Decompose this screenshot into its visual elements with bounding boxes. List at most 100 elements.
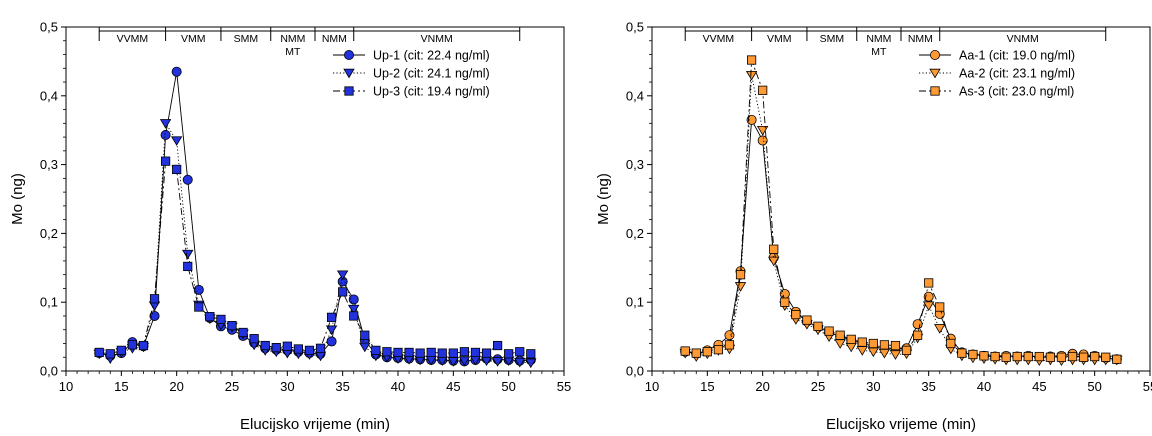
- region-label: SMM: [820, 33, 845, 45]
- data-point: [371, 345, 381, 355]
- data-point: [957, 348, 967, 358]
- data-point: [336, 270, 349, 281]
- data-point: [734, 282, 747, 292]
- x-tick-label: 55: [557, 379, 571, 394]
- x-tick-label: 45: [1032, 379, 1046, 394]
- region-label: NMM: [866, 33, 891, 45]
- y-tick-label: 0,2: [40, 226, 58, 241]
- data-point: [437, 348, 447, 358]
- data-point: [105, 349, 115, 359]
- data-point: [293, 344, 304, 354]
- data-point: [747, 55, 757, 65]
- x-tick-label: 35: [335, 379, 349, 394]
- data-point: [724, 330, 735, 341]
- data-point: [260, 340, 270, 351]
- data-point: [359, 342, 371, 353]
- data-point: [182, 174, 193, 185]
- x-tick-label: 20: [169, 379, 183, 394]
- data-point: [813, 321, 823, 331]
- data-point: [1067, 351, 1078, 362]
- legend-marker: [929, 68, 941, 79]
- data-point: [525, 358, 537, 369]
- series-3: [94, 156, 536, 359]
- legend-entry: As-3 (cit: 23.0 ng/ml): [959, 85, 1074, 99]
- data-point: [757, 135, 768, 146]
- region-label: VNMM: [1007, 33, 1039, 45]
- y-axis-title: Mo (ng): [9, 173, 26, 225]
- series-2: [93, 119, 537, 369]
- y-axis-title: Mo (ng): [595, 173, 612, 225]
- region-label: SMM: [234, 33, 259, 45]
- data-point: [856, 346, 868, 356]
- data-point: [415, 348, 425, 358]
- data-point: [349, 311, 359, 321]
- region-label: VVMM: [703, 33, 735, 45]
- data-point: [890, 340, 901, 351]
- region-sublabel: MT: [285, 46, 301, 58]
- data-point: [470, 347, 481, 358]
- data-point: [160, 130, 171, 141]
- y-tick-label: 0,5: [626, 20, 644, 35]
- data-point: [779, 288, 790, 299]
- data-point: [935, 302, 945, 312]
- data-point: [769, 244, 779, 254]
- data-point: [515, 347, 525, 357]
- region-label: NMM: [280, 33, 305, 45]
- data-point: [348, 304, 360, 315]
- y-tick-label: 0,3: [626, 157, 644, 172]
- data-point: [205, 312, 215, 322]
- legend-marker: [343, 50, 354, 61]
- data-point: [768, 256, 780, 267]
- data-point: [802, 315, 812, 325]
- y-tick-label: 0,4: [40, 88, 58, 103]
- region-label: VMM: [181, 33, 206, 45]
- x-axis-title: Elucijsko vrijeme (min): [826, 416, 976, 433]
- data-point: [170, 136, 183, 146]
- data-point: [691, 348, 701, 358]
- region-label: VNMM: [421, 33, 453, 45]
- series-3: [680, 55, 1122, 364]
- series-line: [99, 71, 531, 362]
- y-tick-label: 0,1: [626, 295, 644, 310]
- data-point: [227, 320, 237, 331]
- data-point: [735, 270, 746, 280]
- data-point: [824, 326, 834, 336]
- series-line: [99, 121, 531, 364]
- x-tick-label: 15: [114, 379, 128, 394]
- region-label: NMM: [322, 33, 347, 45]
- x-tick-label: 30: [280, 379, 294, 394]
- x-tick-label: 25: [811, 379, 825, 394]
- x-tick-label: 10: [645, 379, 659, 394]
- data-point: [282, 341, 292, 351]
- data-point: [745, 70, 758, 81]
- data-point: [1001, 352, 1011, 362]
- data-point: [138, 340, 149, 351]
- data-point: [504, 349, 514, 359]
- y-tick-label: 0,2: [626, 226, 644, 241]
- data-point: [889, 350, 902, 360]
- data-point: [183, 261, 193, 272]
- data-point: [193, 284, 204, 295]
- series-line: [99, 160, 531, 355]
- y-tick-label: 0,5: [40, 20, 58, 35]
- data-point: [724, 340, 735, 350]
- x-tick-label: 15: [700, 379, 714, 394]
- data-point: [271, 343, 281, 353]
- x-tick-label: 25: [225, 379, 239, 394]
- legend-marker: [930, 50, 941, 61]
- data-point: [846, 334, 856, 344]
- data-point: [159, 119, 172, 129]
- x-tick-label: 40: [391, 379, 405, 394]
- x-tick-label: 55: [1143, 379, 1152, 394]
- data-point: [326, 336, 337, 347]
- data-point: [845, 342, 857, 353]
- chart-1: 10 15 20 25 30 35 40 45 50 55 0,0 0,1 0,2 0,3 0,4 0,5 El…: [9, 20, 571, 434]
- data-point: [934, 324, 946, 334]
- chart-2: 10 15 20 25 30 35 40 45 50 55 0,0 0,1 0,2 0,3 0,4 0,5 El…: [595, 20, 1152, 434]
- x-axis-title: Elucijsko vrijeme (min): [240, 416, 390, 433]
- data-point: [382, 347, 392, 357]
- data-point: [127, 340, 137, 350]
- x-tick-label: 40: [977, 379, 991, 394]
